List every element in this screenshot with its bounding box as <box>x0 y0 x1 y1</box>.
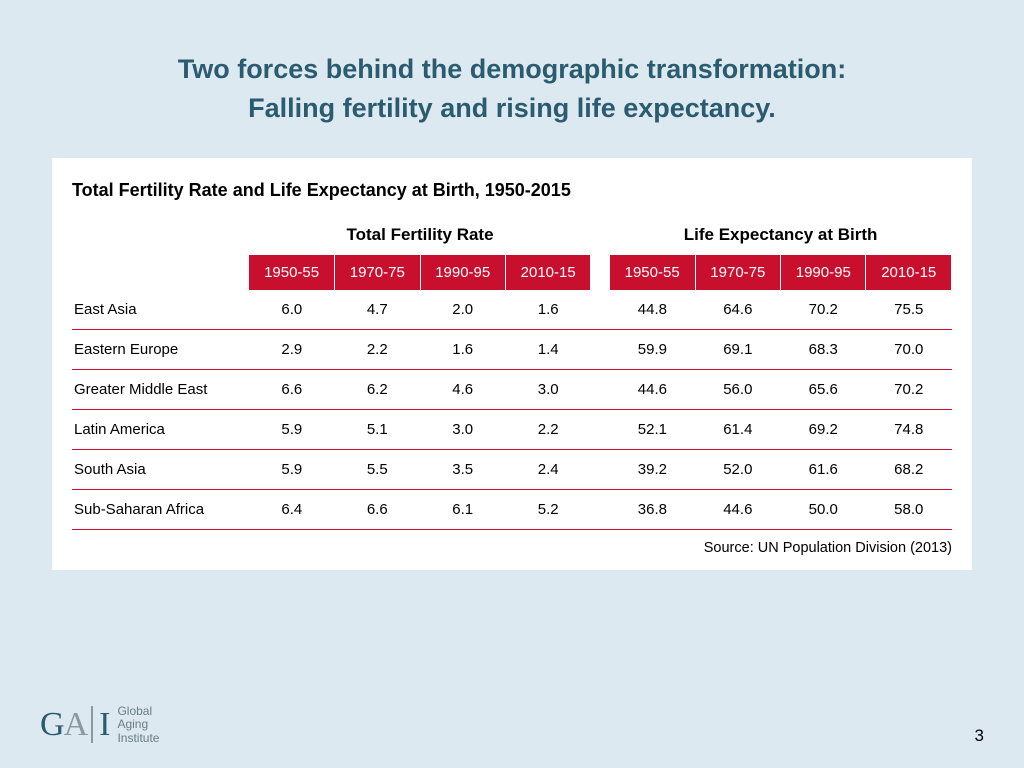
value-cell: 3.0 <box>420 410 505 450</box>
value-cell: 1.6 <box>505 290 590 330</box>
value-cell: 5.9 <box>249 410 334 450</box>
value-cell: 6.6 <box>335 490 420 530</box>
value-cell: 6.4 <box>249 490 334 530</box>
value-cell: 70.2 <box>866 370 952 410</box>
gap-cell <box>591 370 610 410</box>
table-row: Greater Middle East6.66.24.63.0 44.656.06… <box>72 370 952 410</box>
value-cell: 59.9 <box>610 330 695 370</box>
value-cell: 6.0 <box>249 290 334 330</box>
table-source: Source: UN Population Division (2013) <box>72 530 952 556</box>
value-cell: 2.2 <box>335 330 420 370</box>
period-cell: 1970-75 <box>695 255 780 290</box>
table-row: East Asia6.04.72.01.6 44.864.670.275.5 <box>72 290 952 330</box>
value-cell: 56.0 <box>695 370 780 410</box>
gap-cell <box>591 290 610 330</box>
period-header-row: 1950-55 1970-75 1990-95 2010-15 1950-55 … <box>72 255 952 290</box>
gap-cell <box>591 410 610 450</box>
region-cell: Greater Middle East <box>72 370 249 410</box>
title-line-2: Falling fertility and rising life expect… <box>60 89 964 128</box>
value-cell: 6.1 <box>420 490 505 530</box>
value-cell: 3.5 <box>420 450 505 490</box>
value-cell: 50.0 <box>781 490 866 530</box>
value-cell: 2.9 <box>249 330 334 370</box>
period-cell: 2010-15 <box>866 255 952 290</box>
value-cell: 69.2 <box>781 410 866 450</box>
table-row: Sub-Saharan Africa6.46.66.15.2 36.844.650… <box>72 490 952 530</box>
value-cell: 52.1 <box>610 410 695 450</box>
period-cell: 1990-95 <box>420 255 505 290</box>
region-cell: Eastern Europe <box>72 330 249 370</box>
value-cell: 5.1 <box>335 410 420 450</box>
value-cell: 64.6 <box>695 290 780 330</box>
table-title: Total Fertility Rate and Life Expectancy… <box>72 180 952 201</box>
group-header-tfr: Total Fertility Rate <box>249 219 591 255</box>
gap-cell <box>591 490 610 530</box>
value-cell: 5.2 <box>505 490 590 530</box>
value-cell: 74.8 <box>866 410 952 450</box>
group-header-le: Life Expectancy at Birth <box>610 219 952 255</box>
value-cell: 52.0 <box>695 450 780 490</box>
gap-cell <box>591 450 610 490</box>
logo-text: Global Aging Institute <box>117 705 159 746</box>
value-cell: 58.0 <box>866 490 952 530</box>
value-cell: 69.1 <box>695 330 780 370</box>
value-cell: 68.2 <box>866 450 952 490</box>
value-cell: 70.0 <box>866 330 952 370</box>
slide-footer: GAI Global Aging Institute 3 <box>40 705 984 746</box>
value-cell: 6.6 <box>249 370 334 410</box>
period-cell: 1990-95 <box>781 255 866 290</box>
value-cell: 68.3 <box>781 330 866 370</box>
period-cell: 1950-55 <box>249 255 334 290</box>
value-cell: 44.6 <box>695 490 780 530</box>
group-header-row: Total Fertility Rate Life Expectancy at … <box>72 219 952 255</box>
table-row: Latin America5.95.13.02.2 52.161.469.274.… <box>72 410 952 450</box>
page-number: 3 <box>975 726 984 746</box>
value-cell: 2.2 <box>505 410 590 450</box>
value-cell: 4.6 <box>420 370 505 410</box>
value-cell: 5.9 <box>249 450 334 490</box>
region-cell: South Asia <box>72 450 249 490</box>
value-cell: 44.6 <box>610 370 695 410</box>
region-cell: Latin America <box>72 410 249 450</box>
slide-title: Two forces behind the demographic transf… <box>0 0 1024 128</box>
value-cell: 2.0 <box>420 290 505 330</box>
gai-logo: GAI Global Aging Institute <box>40 705 159 746</box>
value-cell: 61.4 <box>695 410 780 450</box>
value-cell: 5.5 <box>335 450 420 490</box>
value-cell: 39.2 <box>610 450 695 490</box>
title-line-1: Two forces behind the demographic transf… <box>60 50 964 89</box>
value-cell: 1.4 <box>505 330 590 370</box>
table-row: Eastern Europe2.92.21.61.4 59.969.168.370… <box>72 330 952 370</box>
period-cell: 1970-75 <box>335 255 420 290</box>
value-cell: 70.2 <box>781 290 866 330</box>
value-cell: 61.6 <box>781 450 866 490</box>
data-table-card: Total Fertility Rate and Life Expectancy… <box>52 158 972 570</box>
table-row: South Asia5.95.53.52.4 39.252.061.668.2 <box>72 450 952 490</box>
fertility-life-expectancy-table: Total Fertility Rate Life Expectancy at … <box>72 219 952 530</box>
region-cell: Sub-Saharan Africa <box>72 490 249 530</box>
gap-cell <box>591 330 610 370</box>
value-cell: 2.4 <box>505 450 590 490</box>
region-cell: East Asia <box>72 290 249 330</box>
value-cell: 44.8 <box>610 290 695 330</box>
value-cell: 4.7 <box>335 290 420 330</box>
period-cell: 2010-15 <box>505 255 590 290</box>
value-cell: 75.5 <box>866 290 952 330</box>
value-cell: 3.0 <box>505 370 590 410</box>
value-cell: 65.6 <box>781 370 866 410</box>
value-cell: 36.8 <box>610 490 695 530</box>
period-cell: 1950-55 <box>610 255 695 290</box>
value-cell: 1.6 <box>420 330 505 370</box>
logo-mark: GAI <box>40 706 109 744</box>
value-cell: 6.2 <box>335 370 420 410</box>
